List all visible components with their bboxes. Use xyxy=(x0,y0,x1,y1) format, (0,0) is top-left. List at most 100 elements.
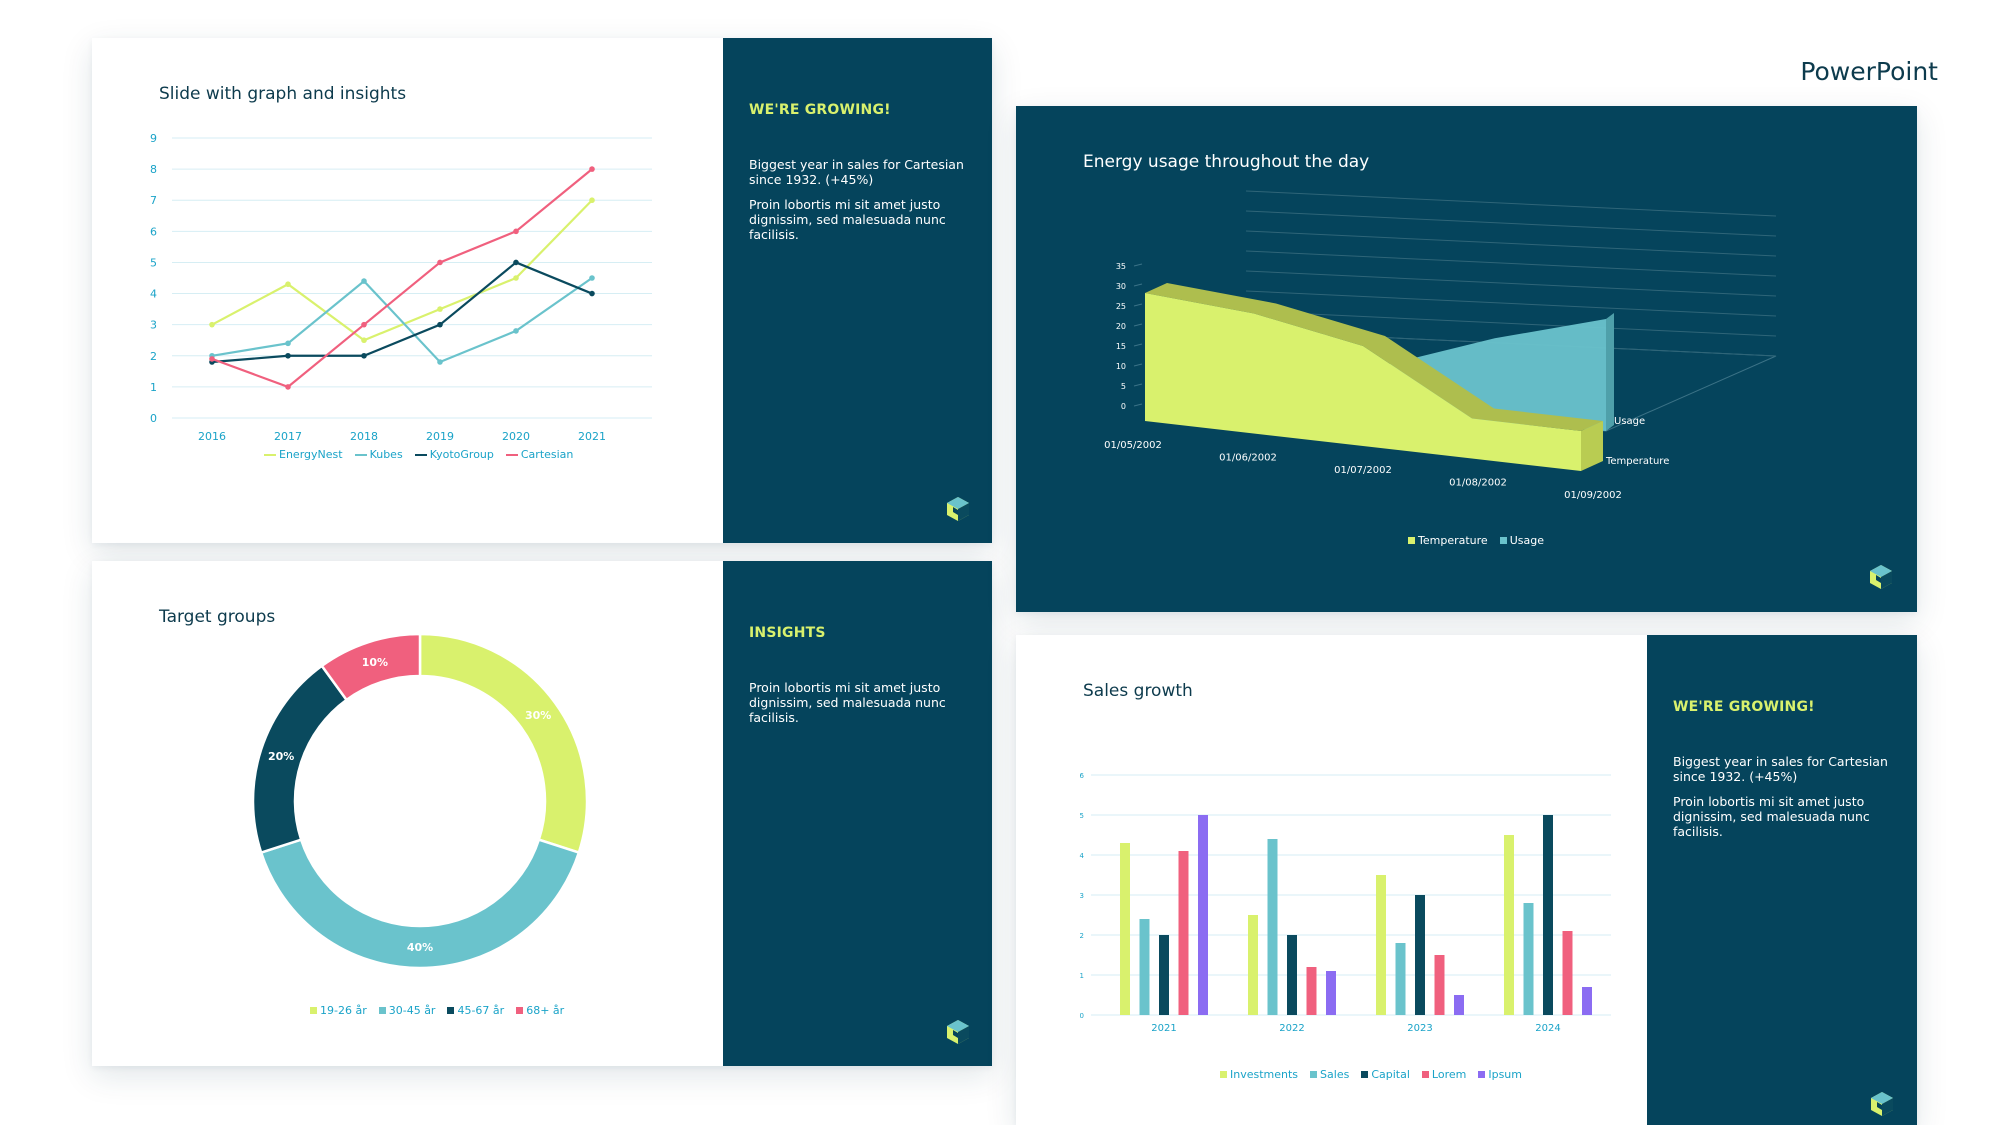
legend-label: Capital xyxy=(1371,1068,1410,1081)
y-tick-label: 2 xyxy=(1080,932,1084,940)
y-tick-label: 5 xyxy=(1121,382,1126,391)
x-tick-label: 01/06/2002 xyxy=(1219,453,1277,464)
legend-item: 68+ år xyxy=(516,1004,564,1017)
depth-label: Temperature xyxy=(1605,456,1669,467)
legend-item: KyotoGroup xyxy=(414,448,494,461)
x-tick-label: 2022 xyxy=(1279,1023,1304,1034)
legend-label: Lorem xyxy=(1431,1068,1467,1081)
slice-label: 10% xyxy=(362,656,388,669)
legend-swatch xyxy=(354,454,367,456)
slide-graph-insights[interactable]: Slide with graph and insights 0 1 2 3 4 5 6 7 8 9… xyxy=(92,38,992,543)
legend-item: Usage xyxy=(1499,534,1544,547)
bar xyxy=(1139,919,1150,1015)
y-tick-label: 35 xyxy=(1116,262,1126,271)
gridline xyxy=(1245,230,1777,257)
legend-item: Kubes xyxy=(354,448,403,461)
gridline xyxy=(1133,343,1143,347)
y-tick-label: 3 xyxy=(1080,892,1084,900)
bar xyxy=(1543,815,1553,1015)
gridline xyxy=(1245,190,1777,217)
legend-item: Lorem xyxy=(1421,1068,1467,1081)
legend-swatch xyxy=(310,1007,317,1014)
gridline xyxy=(1245,310,1777,337)
legend-item: Temperature xyxy=(1408,534,1488,547)
legend-label: Ipsum xyxy=(1488,1068,1522,1081)
donut-slice xyxy=(418,632,589,855)
legend-item: 30-45 år xyxy=(378,1004,435,1017)
bar xyxy=(1523,903,1534,1015)
legend-swatch xyxy=(1499,537,1507,544)
legend-label: Usage xyxy=(1509,534,1544,547)
data-point xyxy=(285,281,291,288)
line-chart: 0 1 2 3 4 5 6 7 8 9 2016 2017 2018 2019 2020 2021 xyxy=(150,132,652,443)
x-tick-label: 2020 xyxy=(502,430,530,443)
legend-label: Investments xyxy=(1230,1068,1299,1081)
logo-icon xyxy=(1870,565,1892,589)
panel-kicker: INSIGHTS xyxy=(749,625,826,641)
bar xyxy=(1395,943,1406,1015)
bar xyxy=(1504,835,1514,1015)
bar xyxy=(1582,987,1592,1015)
y-tick-label: 10 xyxy=(1116,362,1126,371)
legend-item: Cartesian xyxy=(505,448,574,461)
legend-item: Sales xyxy=(1310,1068,1349,1081)
y-tick-label: 4 xyxy=(150,288,157,301)
x-tick-label: 01/07/2002 xyxy=(1334,465,1392,476)
legend-label: Temperature xyxy=(1418,534,1488,547)
x-tick-label: 2021 xyxy=(578,430,606,443)
x-tick-label: 2024 xyxy=(1535,1023,1560,1034)
legend-label: 68+ år xyxy=(526,1004,565,1017)
y-tick-label: 1 xyxy=(150,381,157,394)
legend-label: Kubes xyxy=(369,448,403,461)
slide-sales-growth[interactable]: Sales growth 0 1 2 3 4 5 6 2021 2022 2023 2024 Inv… xyxy=(1016,635,1917,1125)
legend-swatch xyxy=(516,1007,524,1014)
legend-item: EnergyNest xyxy=(264,448,343,461)
bar xyxy=(1248,915,1258,1015)
insight-panel: WE'RE GROWING! Biggest year in sales for… xyxy=(723,38,992,543)
bar xyxy=(1159,935,1169,1015)
legend-label: Cartesian xyxy=(520,448,574,461)
data-point xyxy=(589,197,595,204)
data-point xyxy=(361,352,367,359)
app-title: PowerPoint xyxy=(1800,57,1938,86)
gridline xyxy=(1245,270,1777,297)
x-tick-label: 2016 xyxy=(198,430,226,443)
data-point xyxy=(209,356,215,362)
legend-label: EnergyNest xyxy=(279,448,343,461)
chart-legend: EnergyNest Kubes KyotoGroup Cartesian xyxy=(264,448,585,461)
area-temperature-top xyxy=(1145,283,1603,431)
gridline xyxy=(1133,263,1143,267)
area-chart-3d: 0 5 10 15 20 25 30 35 01/05/2002 01/06/2002 01/07/… xyxy=(1104,190,1777,501)
x-tick-label: 2017 xyxy=(274,430,302,443)
slice-label: 20% xyxy=(268,750,294,763)
x-tick-label: 01/05/2002 xyxy=(1104,440,1162,451)
legend-item: Investments xyxy=(1220,1068,1298,1081)
data-point xyxy=(437,306,443,312)
depth-label: Usage xyxy=(1614,416,1645,427)
panel-text-2: Proin lobortis mi sit amet justo digniss… xyxy=(749,197,946,242)
gridline xyxy=(1133,323,1143,327)
slice-label: 40% xyxy=(407,941,433,954)
slide-title: Sales growth xyxy=(1083,681,1193,701)
area-temperature xyxy=(1145,293,1581,471)
gridline xyxy=(1133,383,1143,387)
legend-swatch xyxy=(447,1007,455,1014)
gridline xyxy=(1133,403,1143,407)
panel-text-1: Biggest year in sales for Cartesian sinc… xyxy=(1673,754,1888,784)
bar-chart: 0 1 2 3 4 5 6 2021 2022 2023 2024 xyxy=(1080,772,1611,1034)
y-tick-label: 20 xyxy=(1116,322,1126,331)
legend-label: 45-67 år xyxy=(457,1004,505,1017)
slide-target-groups[interactable]: Target groups 30% 40% 20% 10% 19-26 år 30-45… xyxy=(92,561,992,1066)
legend-swatch xyxy=(1220,1071,1227,1078)
legend-swatch xyxy=(378,1007,386,1014)
insight-panel: INSIGHTS Proin lobortis mi sit amet just… xyxy=(723,561,992,1066)
panel-text-2: Proin lobortis mi sit amet justo digniss… xyxy=(1673,794,1870,839)
y-tick-label: 6 xyxy=(150,225,157,238)
slide-title: Slide with graph and insights xyxy=(159,84,407,104)
donut-slice xyxy=(259,838,581,970)
data-point xyxy=(361,278,367,284)
slide-energy-usage[interactable]: Energy usage throughout the day 0 5 10 15 20… xyxy=(1016,106,1917,612)
logo-icon xyxy=(947,1020,969,1044)
slice-label: 30% xyxy=(525,709,551,722)
bar xyxy=(1198,815,1208,1015)
